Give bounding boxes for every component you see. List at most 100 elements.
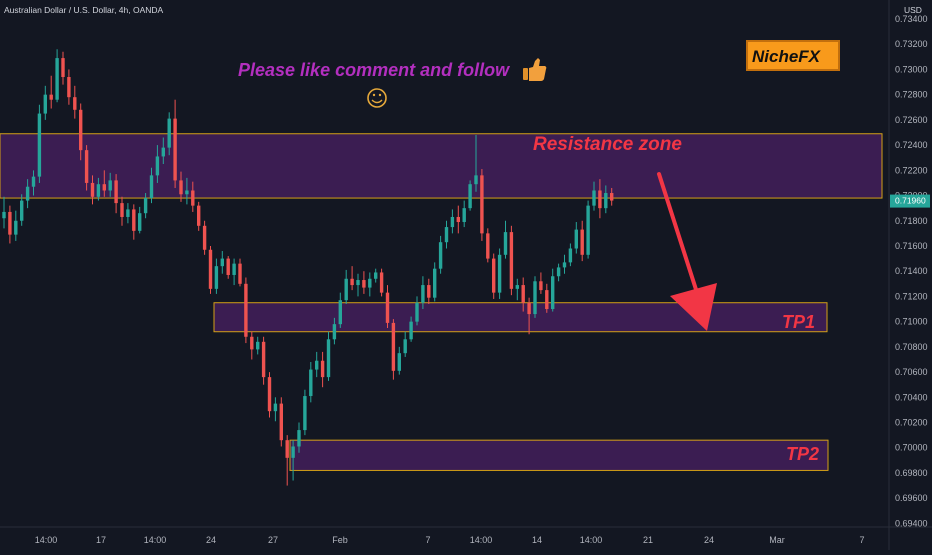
candle <box>497 248 502 299</box>
candle-body <box>415 302 419 322</box>
time-tick-label: 17 <box>96 535 106 545</box>
thumbs-up-icon <box>523 58 547 81</box>
candle <box>545 283 549 313</box>
candle <box>20 194 24 226</box>
tp1-zone-box[interactable] <box>213 302 828 333</box>
candle-body <box>79 109 83 151</box>
price-tick-label: 0.69800 <box>895 468 928 478</box>
current-price-tag: 0.71960 <box>890 194 930 208</box>
candle <box>503 220 508 259</box>
price-tick-label: 0.70800 <box>895 342 928 352</box>
candle-body <box>533 281 537 315</box>
candle <box>14 210 18 241</box>
candle-body <box>297 430 301 447</box>
candle <box>84 145 89 191</box>
candles-layer <box>2 49 614 486</box>
candle <box>362 271 366 294</box>
candle <box>409 316 413 342</box>
candle <box>492 253 496 299</box>
price-axis[interactable]: 0.73400 0.73200 0.73000 0.72800 0.72600 0.724… <box>895 14 928 528</box>
candle <box>114 174 118 214</box>
candle-body <box>309 369 313 397</box>
candle <box>438 235 443 274</box>
candle <box>338 292 342 328</box>
price-tick-label: 0.71000 <box>895 317 928 327</box>
candle <box>67 69 71 105</box>
candle <box>509 225 514 296</box>
candle <box>468 180 472 211</box>
candle <box>444 220 449 249</box>
candle-body <box>37 113 42 177</box>
candle-body <box>232 263 236 275</box>
candle-body <box>256 341 260 350</box>
candle <box>427 278 431 304</box>
candle-body <box>598 190 602 209</box>
time-tick-label: 24 <box>206 535 216 545</box>
tp1-label: TP1 <box>782 312 815 332</box>
candle-body <box>108 180 112 191</box>
candle <box>610 187 614 206</box>
candle-body <box>173 118 177 181</box>
candle <box>598 179 602 219</box>
candle <box>521 277 525 312</box>
candle-body <box>61 58 65 78</box>
candle <box>421 276 425 310</box>
candle-body <box>409 321 413 340</box>
price-tick-label: 0.70400 <box>895 392 928 402</box>
candle <box>126 203 130 224</box>
candle-body <box>444 227 449 243</box>
candle-body <box>332 324 337 340</box>
candle <box>256 336 260 355</box>
candle-body <box>226 258 230 275</box>
price-tick-label: 0.73200 <box>895 39 928 49</box>
candle <box>208 245 213 294</box>
candle-body <box>267 377 272 412</box>
tp2-label: TP2 <box>786 444 819 464</box>
price-tick-label: 0.69600 <box>895 493 928 503</box>
candle-body <box>356 280 360 286</box>
candle <box>474 135 478 192</box>
time-axis[interactable]: 14:00 17 14:00 24 27 Feb 7 14:00 14 14:00 21 24 Mar 7 <box>35 535 865 545</box>
resistance-zone-box[interactable] <box>0 133 883 199</box>
candle <box>403 331 407 357</box>
candle-body <box>143 198 148 214</box>
candle-body <box>556 267 561 277</box>
candle-body <box>385 292 390 323</box>
price-tick-label: 0.73000 <box>895 64 928 74</box>
candle <box>202 220 207 255</box>
candle <box>592 181 596 211</box>
candle-body <box>468 184 472 209</box>
brand-label: NicheFX <box>752 47 822 66</box>
candle-body <box>155 156 160 176</box>
time-tick-label: 7 <box>425 535 430 545</box>
resistance-zone-label: Resistance zone <box>533 134 682 155</box>
candle <box>291 440 295 481</box>
candle <box>73 85 77 119</box>
candle <box>574 222 578 254</box>
candle <box>191 181 195 212</box>
candle-body <box>338 300 342 325</box>
candle-body <box>261 341 266 378</box>
candle-body <box>610 193 614 201</box>
candle-body <box>161 147 165 157</box>
candle-body <box>244 283 248 337</box>
price-tick-label: 0.73400 <box>895 14 928 24</box>
candle-body <box>291 446 295 458</box>
time-tick-label: 21 <box>643 535 653 545</box>
down-arrow <box>657 172 717 331</box>
candle-body <box>84 150 89 183</box>
candle <box>161 137 165 165</box>
candle-body <box>49 94 53 100</box>
candle-body <box>427 285 431 298</box>
candle <box>568 243 573 267</box>
candle-body <box>149 175 154 199</box>
candle <box>61 51 65 85</box>
candle-body <box>551 276 555 310</box>
candle-body <box>96 184 101 197</box>
candle <box>179 171 183 202</box>
candle-body <box>220 258 224 267</box>
tp2-zone-box[interactable] <box>289 439 829 471</box>
candle <box>556 263 561 282</box>
